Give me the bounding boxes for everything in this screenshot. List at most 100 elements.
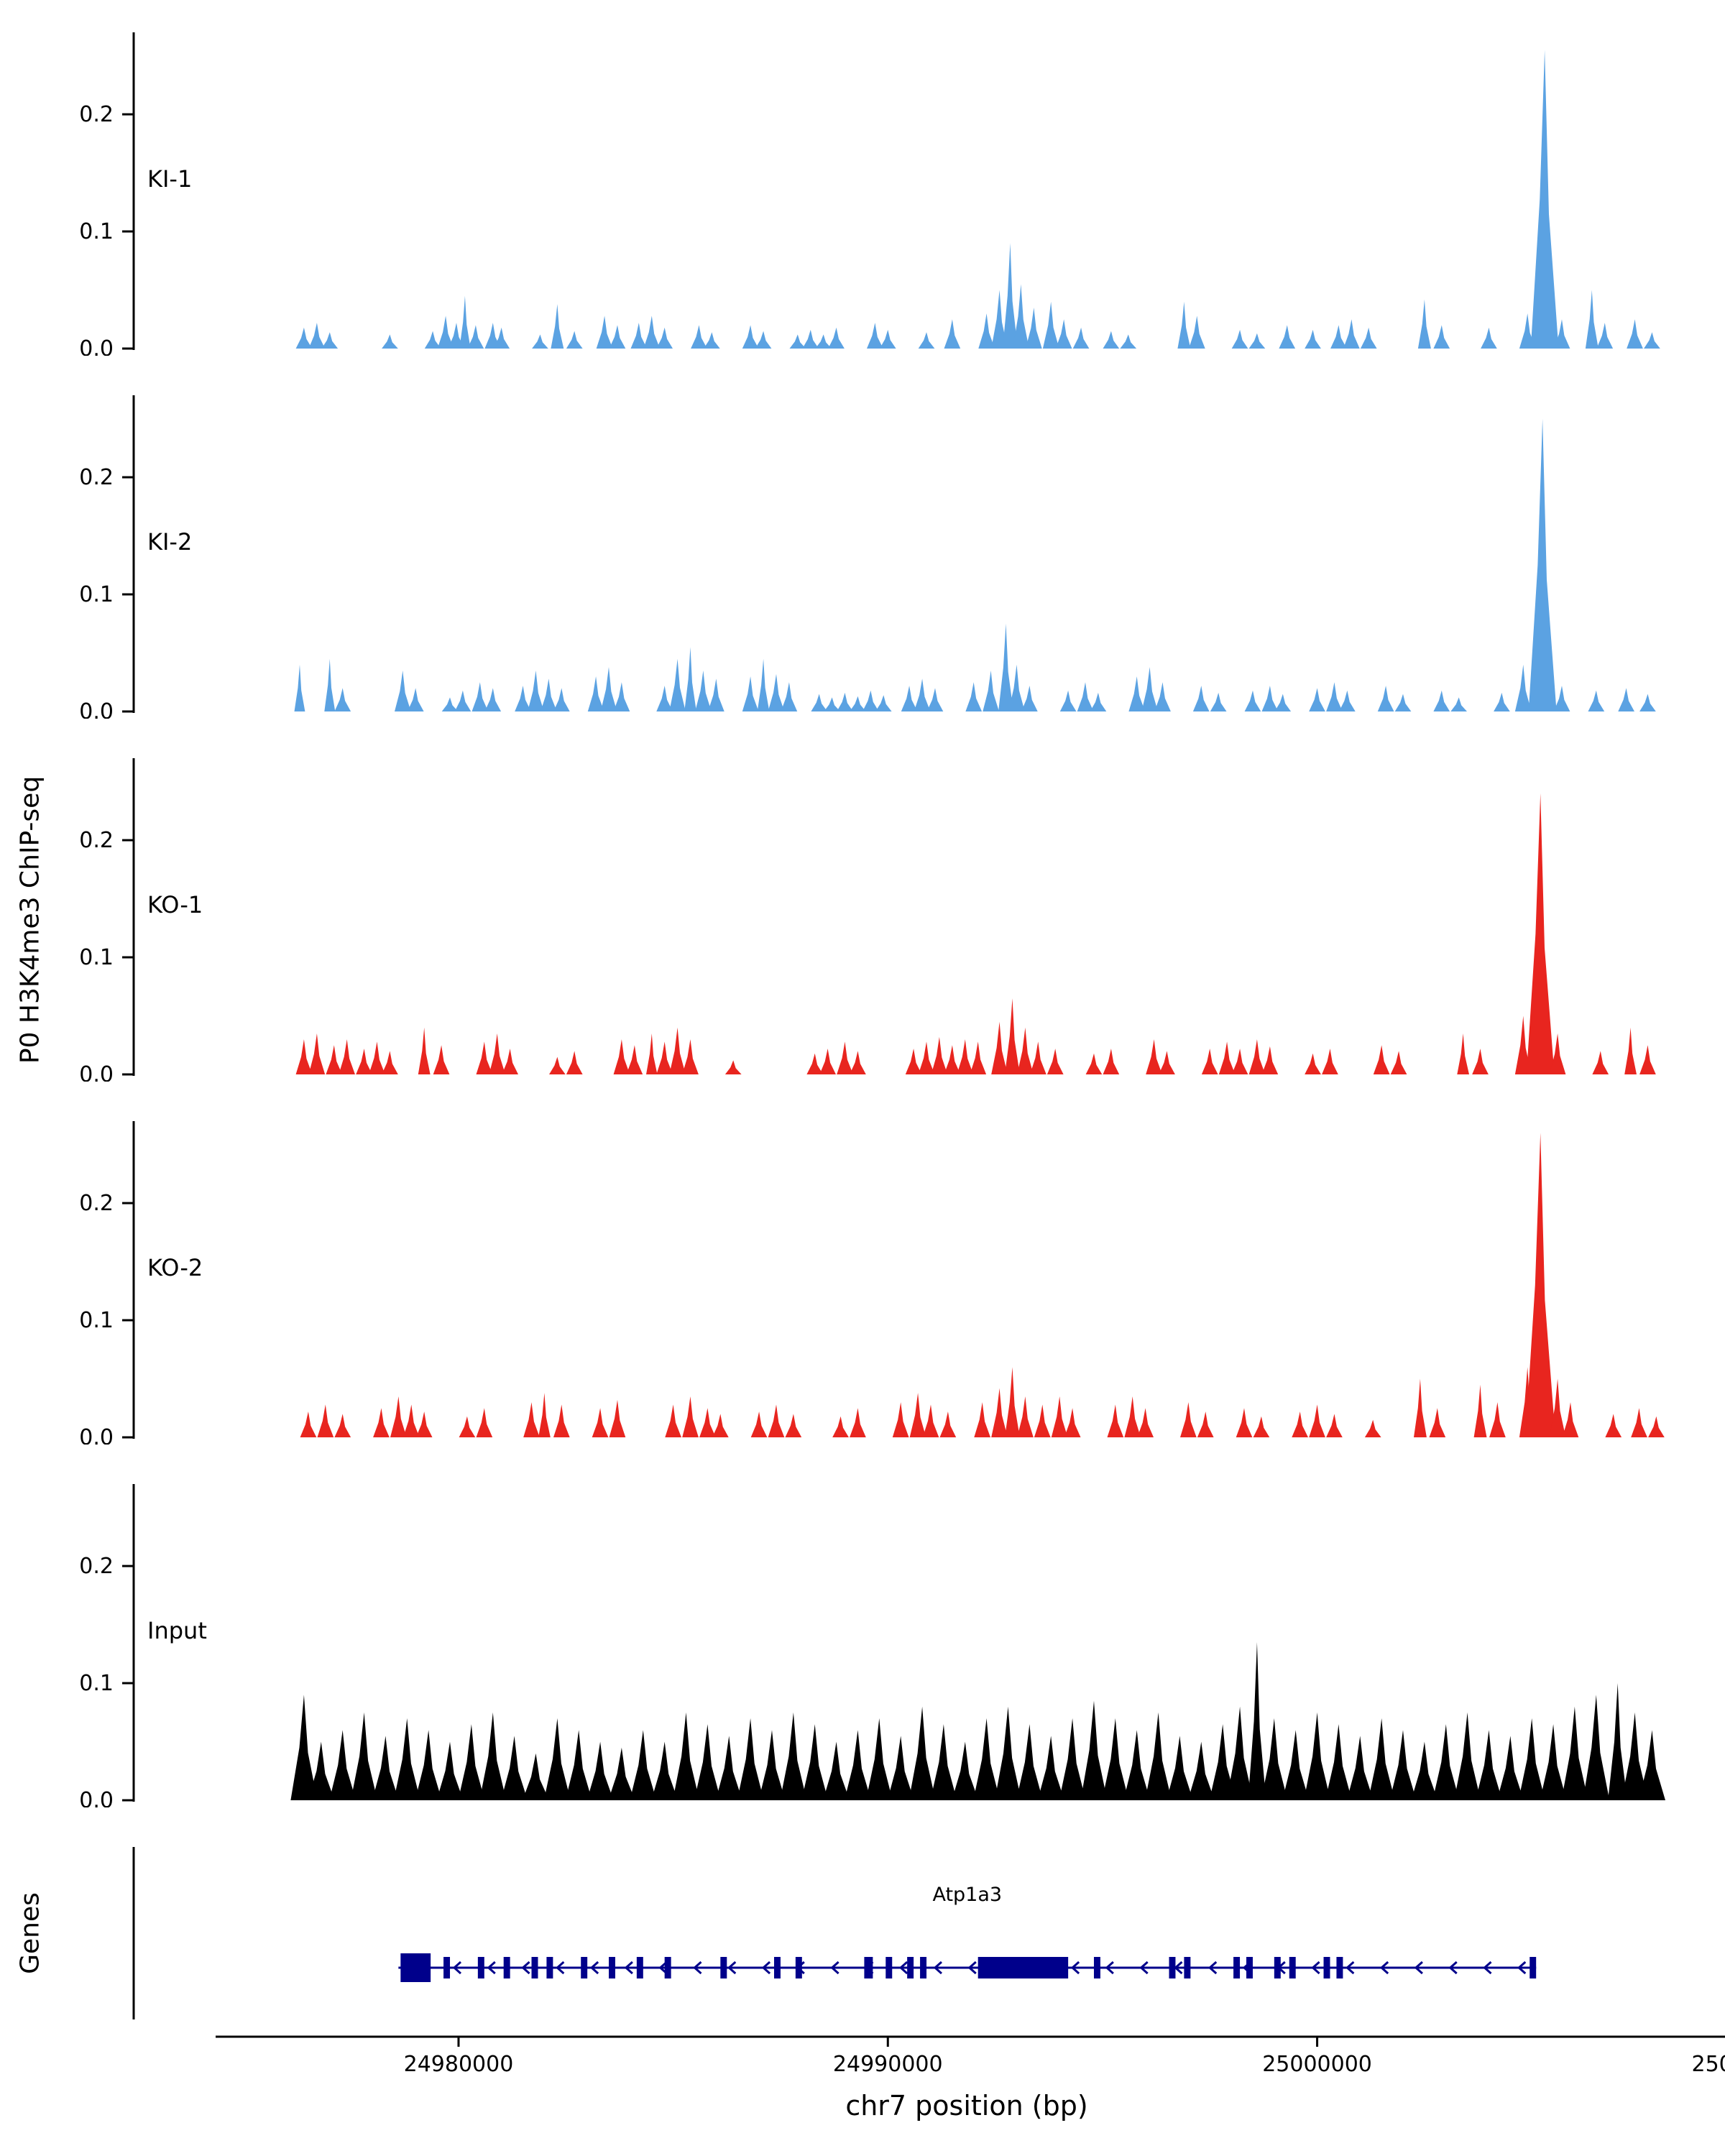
gene-exon xyxy=(477,1957,484,1978)
track-label: Input xyxy=(147,1617,207,1644)
coverage-peak xyxy=(1394,694,1412,711)
coverage-peak xyxy=(1481,327,1497,349)
coverage-peak xyxy=(832,1416,849,1437)
x-axis-plot: 24980000 24990000 25000000 25010000 xyxy=(216,2035,1725,2077)
coverage-peak xyxy=(879,329,896,349)
coverage-peak xyxy=(1064,1408,1081,1437)
gene-exon xyxy=(1169,1957,1176,1978)
coverage-peak xyxy=(294,664,305,711)
coverage-peak xyxy=(1489,1402,1506,1437)
coverage-peak xyxy=(998,623,1013,711)
gene-exon xyxy=(1274,1957,1281,1978)
coverage-peak xyxy=(1530,50,1559,349)
coverage-peak xyxy=(600,667,617,711)
coverage-peak xyxy=(824,697,840,711)
strand-arrow-left-icon xyxy=(1070,1961,1080,1975)
coverage-peak xyxy=(970,1041,987,1074)
coverage-peak xyxy=(922,1404,939,1437)
x-tick-label: 24990000 xyxy=(833,2052,943,2077)
track-label: KI-1 xyxy=(147,165,192,193)
coverage-peak xyxy=(356,1049,372,1074)
coverage-peak xyxy=(1454,1712,1481,1800)
coverage-peak xyxy=(1141,667,1158,711)
gene-exon xyxy=(795,1957,802,1978)
coverage-peak xyxy=(596,315,613,349)
coverage-peak xyxy=(1596,323,1614,349)
track-plot-ki-2: 0.0 0.1 0.2 KI-2 xyxy=(79,395,1656,719)
coverage-peak xyxy=(553,1404,570,1437)
coverage-peak xyxy=(1592,1051,1609,1074)
coverage-peak xyxy=(1005,1367,1020,1437)
strand-arrow-left-icon xyxy=(967,1961,977,1975)
coverage-peak xyxy=(995,1706,1021,1800)
gene-exon xyxy=(1184,1957,1191,1978)
x-tick-label: 25010000 xyxy=(1692,2052,1725,2077)
coverage-peak xyxy=(454,690,472,711)
gene-exon xyxy=(609,1957,615,1978)
coverage-peak xyxy=(407,688,424,711)
coverage-peak xyxy=(1433,690,1450,711)
gene-exon xyxy=(1233,1957,1241,1978)
coverage-peak xyxy=(489,1033,506,1074)
coverage-peak xyxy=(806,1053,824,1074)
coverage-peak xyxy=(502,1049,518,1074)
coverage-peak xyxy=(609,325,626,349)
coverage-peak xyxy=(908,1706,936,1800)
coverage-peak xyxy=(646,1033,658,1074)
coverage-peak xyxy=(918,332,935,349)
coverage-peak xyxy=(1389,1730,1417,1800)
coverage-peak xyxy=(540,678,557,711)
gene-exon xyxy=(1289,1957,1296,1978)
coverage-peak xyxy=(991,290,1008,349)
strand-arrow-left-icon xyxy=(521,1961,530,1975)
coverage-peak xyxy=(418,1027,431,1074)
coverage-peak xyxy=(1226,1706,1254,1800)
coverage-peak xyxy=(1514,1015,1532,1074)
coverage-peak xyxy=(737,1718,764,1800)
coverage-peak xyxy=(1077,682,1094,711)
coverage-peak xyxy=(321,332,339,349)
coverage-peak xyxy=(1322,1049,1338,1074)
coverage-peak xyxy=(1248,1039,1266,1074)
coverage-peak xyxy=(837,1041,853,1074)
chipseq-tracks: 0.0 0.1 0.2 KI-1 0.0 0.1 0.2 KI-2 0.0 0.1 0.2 KO-1 0… xyxy=(0,11,1725,1825)
coverage-peak xyxy=(682,1396,699,1437)
coverage-peak xyxy=(823,1741,850,1800)
coverage-peak xyxy=(1496,1736,1524,1800)
strand-arrow-left-icon xyxy=(761,1961,771,1975)
coverage-peak xyxy=(1128,676,1146,711)
track-plot-ki-1: 0.0 0.1 0.2 KI-1 xyxy=(79,32,1660,356)
coverage-peak xyxy=(1390,1051,1407,1074)
coverage-peak xyxy=(909,1393,926,1437)
coverage-peak xyxy=(682,1039,699,1074)
coverage-peak xyxy=(978,313,995,349)
coverage-peak xyxy=(1525,1133,1556,1437)
coverage-peak xyxy=(694,1724,721,1800)
coverage-peak xyxy=(1639,1045,1656,1074)
coverage-peak xyxy=(875,695,892,711)
coverage-peak xyxy=(708,678,724,711)
coverage-peak xyxy=(1343,319,1360,349)
coverage-peak xyxy=(930,1724,957,1800)
gene-exon xyxy=(907,1957,914,1978)
coverage-peak xyxy=(1003,243,1018,349)
coverage-peak xyxy=(484,688,502,711)
coverage-peak xyxy=(905,1049,922,1074)
coverage-peak xyxy=(373,1408,390,1437)
coverage-peak xyxy=(1123,1730,1151,1800)
y-tick-label: 0.1 xyxy=(79,945,114,970)
coverage-peak xyxy=(543,1718,571,1800)
y-tick-label: 0.2 xyxy=(79,828,114,853)
coverage-peak xyxy=(476,1041,493,1074)
coverage-peak xyxy=(566,1051,583,1074)
coverage-peak xyxy=(837,692,853,711)
coverage-peak xyxy=(850,1051,866,1074)
coverage-peak xyxy=(339,1039,355,1074)
gene-exon xyxy=(720,1957,727,1978)
coverage-peak xyxy=(402,1404,420,1437)
coverage-peak xyxy=(944,319,961,349)
y-tick-label: 0.0 xyxy=(79,1425,114,1445)
coverage-peak xyxy=(369,1041,385,1074)
coverage-peak xyxy=(1476,1730,1502,1800)
track-panel-ko-2: 0.0 0.1 0.2 KO-2 xyxy=(0,1100,1725,1462)
